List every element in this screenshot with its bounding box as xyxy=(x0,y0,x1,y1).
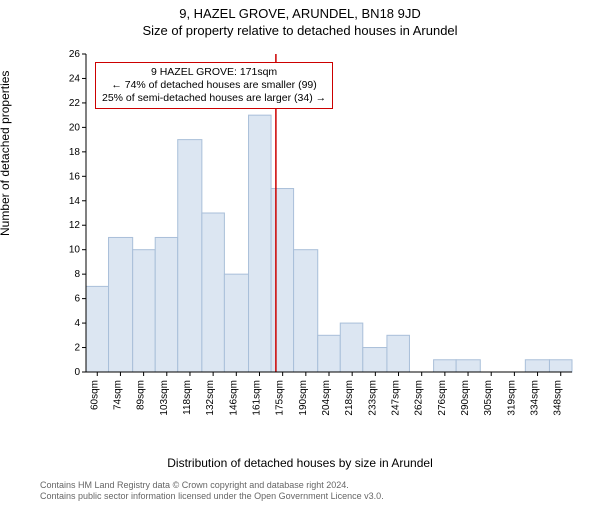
svg-text:18: 18 xyxy=(69,147,81,158)
svg-text:305sqm: 305sqm xyxy=(483,380,494,416)
svg-text:8: 8 xyxy=(74,269,80,280)
x-axis-label: Distribution of detached houses by size … xyxy=(0,456,600,470)
title-line-2: Size of property relative to detached ho… xyxy=(0,23,600,38)
svg-text:26: 26 xyxy=(69,50,81,60)
svg-text:204sqm: 204sqm xyxy=(321,380,332,416)
annotation-box: 9 HAZEL GROVE: 171sqm ← 74% of detached … xyxy=(95,62,333,109)
svg-text:16: 16 xyxy=(69,171,81,182)
svg-text:6: 6 xyxy=(74,294,80,305)
footer-attribution: Contains HM Land Registry data © Crown c… xyxy=(40,480,384,502)
svg-text:218sqm: 218sqm xyxy=(344,380,355,416)
svg-text:12: 12 xyxy=(69,220,81,231)
svg-text:175sqm: 175sqm xyxy=(275,380,286,416)
y-axis-label: Number of detached properties xyxy=(0,71,12,236)
svg-text:334sqm: 334sqm xyxy=(530,380,541,416)
svg-text:319sqm: 319sqm xyxy=(506,380,517,416)
svg-text:60sqm: 60sqm xyxy=(89,380,100,410)
svg-text:2: 2 xyxy=(74,343,80,354)
footer-line-1: Contains HM Land Registry data © Crown c… xyxy=(40,480,384,491)
annotation-line-1: 9 HAZEL GROVE: 171sqm xyxy=(102,66,326,79)
svg-text:89sqm: 89sqm xyxy=(136,380,147,410)
svg-text:103sqm: 103sqm xyxy=(159,380,170,416)
footer-line-2: Contains public sector information licen… xyxy=(40,491,384,502)
svg-text:118sqm: 118sqm xyxy=(182,380,193,415)
svg-text:161sqm: 161sqm xyxy=(251,380,262,416)
svg-text:22: 22 xyxy=(69,98,81,109)
svg-text:20: 20 xyxy=(69,122,81,133)
svg-text:247sqm: 247sqm xyxy=(391,380,402,416)
svg-text:262sqm: 262sqm xyxy=(414,380,425,416)
annotation-line-3: 25% of semi-detached houses are larger (… xyxy=(102,92,326,105)
chart-container: 9, HAZEL GROVE, ARUNDEL, BN18 9JD Size o… xyxy=(0,6,600,506)
svg-text:0: 0 xyxy=(74,367,80,378)
svg-text:190sqm: 190sqm xyxy=(298,380,309,416)
title-line-1: 9, HAZEL GROVE, ARUNDEL, BN18 9JD xyxy=(0,6,600,21)
svg-text:74sqm: 74sqm xyxy=(112,380,123,410)
svg-text:10: 10 xyxy=(69,245,81,256)
svg-text:4: 4 xyxy=(74,318,80,329)
svg-text:290sqm: 290sqm xyxy=(460,380,471,416)
svg-text:276sqm: 276sqm xyxy=(437,380,448,416)
svg-text:146sqm: 146sqm xyxy=(228,380,239,416)
svg-text:24: 24 xyxy=(69,73,81,84)
svg-text:233sqm: 233sqm xyxy=(367,380,378,416)
svg-text:132sqm: 132sqm xyxy=(205,380,216,416)
svg-text:14: 14 xyxy=(69,196,81,207)
svg-text:348sqm: 348sqm xyxy=(553,380,564,416)
annotation-line-2: ← 74% of detached houses are smaller (99… xyxy=(102,79,326,92)
